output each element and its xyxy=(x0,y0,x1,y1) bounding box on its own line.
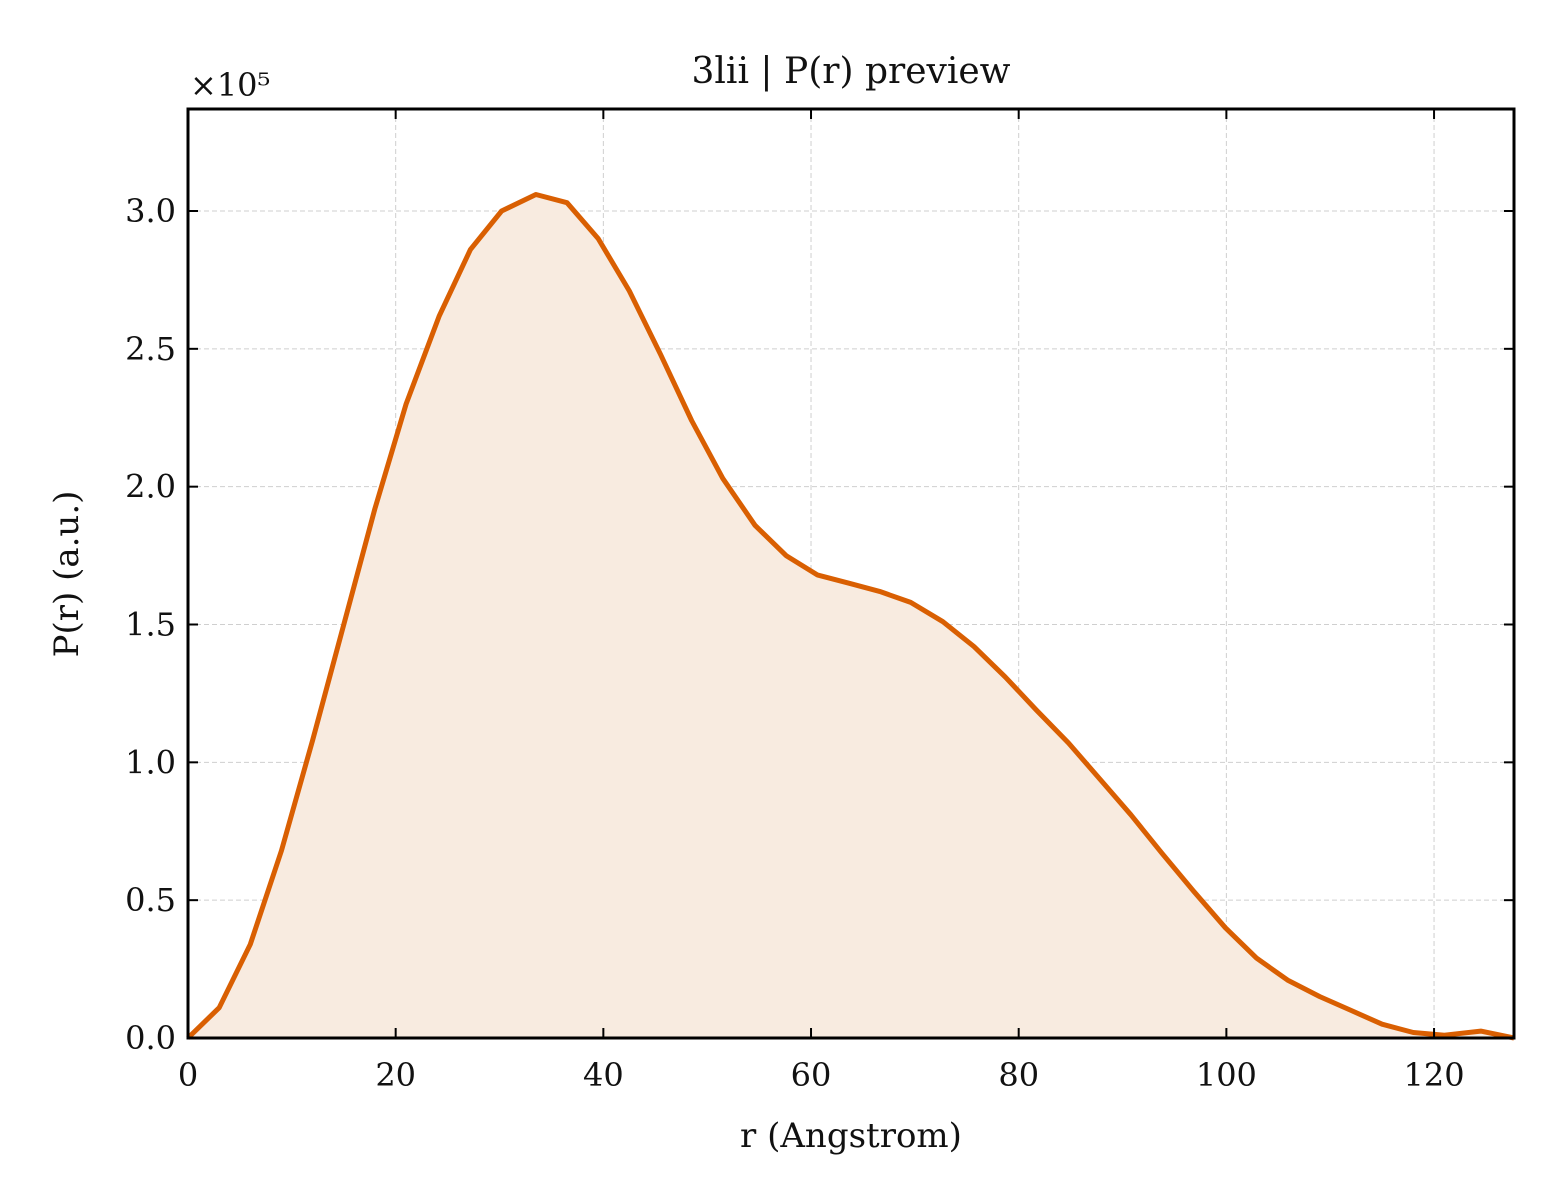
y-tick-label: 2.5 xyxy=(125,330,176,368)
x-tick-label: 0 xyxy=(178,1056,198,1094)
x-tick-label: 100 xyxy=(1196,1056,1257,1094)
x-tick-label: 120 xyxy=(1404,1056,1465,1094)
y-tick-label: 0.5 xyxy=(125,881,176,919)
series-line xyxy=(186,192,1515,1041)
y-tick-label: 0.0 xyxy=(125,1019,176,1057)
y-multiplier-label: ×10⁵ xyxy=(190,66,270,104)
plot-frame xyxy=(186,107,1516,1040)
x-axis-label: r (Angstrom) xyxy=(740,1116,962,1156)
x-tick-label: 20 xyxy=(375,1056,416,1094)
x-tick-label: 40 xyxy=(583,1056,624,1094)
x-axis: 0 20 40 60 80 100 120 xyxy=(178,109,1465,1094)
y-tick-label: 2.0 xyxy=(125,468,176,506)
chart-title: 3lii | P(r) preview xyxy=(692,51,1011,92)
x-tick-label: 60 xyxy=(791,1056,832,1094)
y-tick-label: 3.0 xyxy=(125,192,176,230)
y-tick-label: 1.5 xyxy=(125,605,176,643)
y-tick-label: 1.0 xyxy=(125,743,176,781)
y-axis: 0.0 0.5 1.0 1.5 2.0 2.5 3.0 xyxy=(125,192,1514,1057)
area-fill xyxy=(188,194,1514,1038)
x-tick-label: 80 xyxy=(998,1056,1039,1094)
y-axis-label: P(r) (a.u.) xyxy=(47,491,87,658)
